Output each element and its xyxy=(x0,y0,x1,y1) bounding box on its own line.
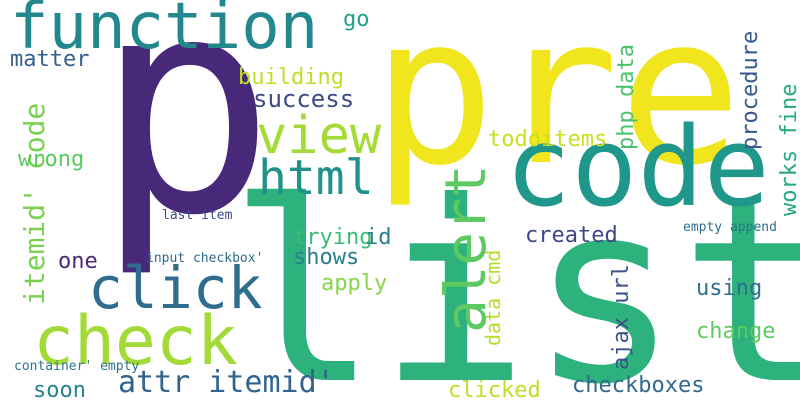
word-soon: soon xyxy=(33,378,86,400)
word-container-empty: container' empty xyxy=(14,359,139,374)
word-change: change xyxy=(696,319,775,344)
word-html: html xyxy=(258,150,374,206)
word-empty-append: empty append xyxy=(683,220,777,235)
word-last-item: last item xyxy=(162,208,233,223)
word-function: function xyxy=(10,0,318,64)
word-code: code xyxy=(505,103,770,231)
word-one: one xyxy=(58,249,98,274)
word-click: click xyxy=(88,254,263,322)
word-using: using xyxy=(696,276,762,301)
word-itemid-code: itemid' code xyxy=(18,103,51,305)
word-p: p xyxy=(95,0,276,281)
word-input-checkbox: input checkbox' xyxy=(146,251,263,266)
word-clicked: clicked xyxy=(448,378,541,400)
word-procedure: procedure xyxy=(738,31,763,150)
word-go: go xyxy=(343,7,370,32)
word-php-data: php data xyxy=(614,44,639,150)
word-trying: trying xyxy=(293,225,372,250)
word-checkboxes: checkboxes xyxy=(572,373,704,398)
word-apply: apply xyxy=(321,271,387,296)
word-ajax-url: ajax url xyxy=(609,264,634,370)
word-building: building xyxy=(238,65,344,90)
word-attr-itemid: attr itemid' xyxy=(118,365,335,400)
word-data-cmd: data cmd xyxy=(481,250,505,346)
word-view: view xyxy=(256,106,382,166)
word-shows: shows xyxy=(293,245,359,270)
word-id: id xyxy=(365,225,392,250)
word-created: created xyxy=(525,223,618,248)
word-works-fine: works fine xyxy=(777,84,800,216)
word-list: list xyxy=(228,148,800,400)
word-success: success xyxy=(253,85,354,113)
word-matter: matter xyxy=(10,47,89,72)
word-pre: pre xyxy=(372,0,742,211)
word-alert: alert xyxy=(434,164,499,333)
word-check: check xyxy=(33,302,238,381)
word-wrong: wrong xyxy=(18,147,84,172)
word-todoitems: todoitems xyxy=(488,127,607,152)
